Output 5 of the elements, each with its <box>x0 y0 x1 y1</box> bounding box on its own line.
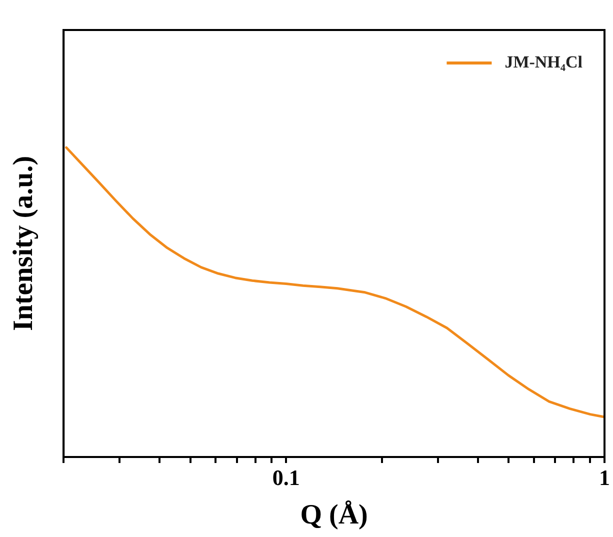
legend-label: JM-NH₄Cl <box>504 52 583 72</box>
x-axis-title: Q (Å) <box>300 499 368 530</box>
x-tick-label: 0.1 <box>272 464 300 490</box>
x-tick-label: 1 <box>599 464 610 490</box>
y-axis-title: Intensity (a.u.) <box>8 156 40 332</box>
